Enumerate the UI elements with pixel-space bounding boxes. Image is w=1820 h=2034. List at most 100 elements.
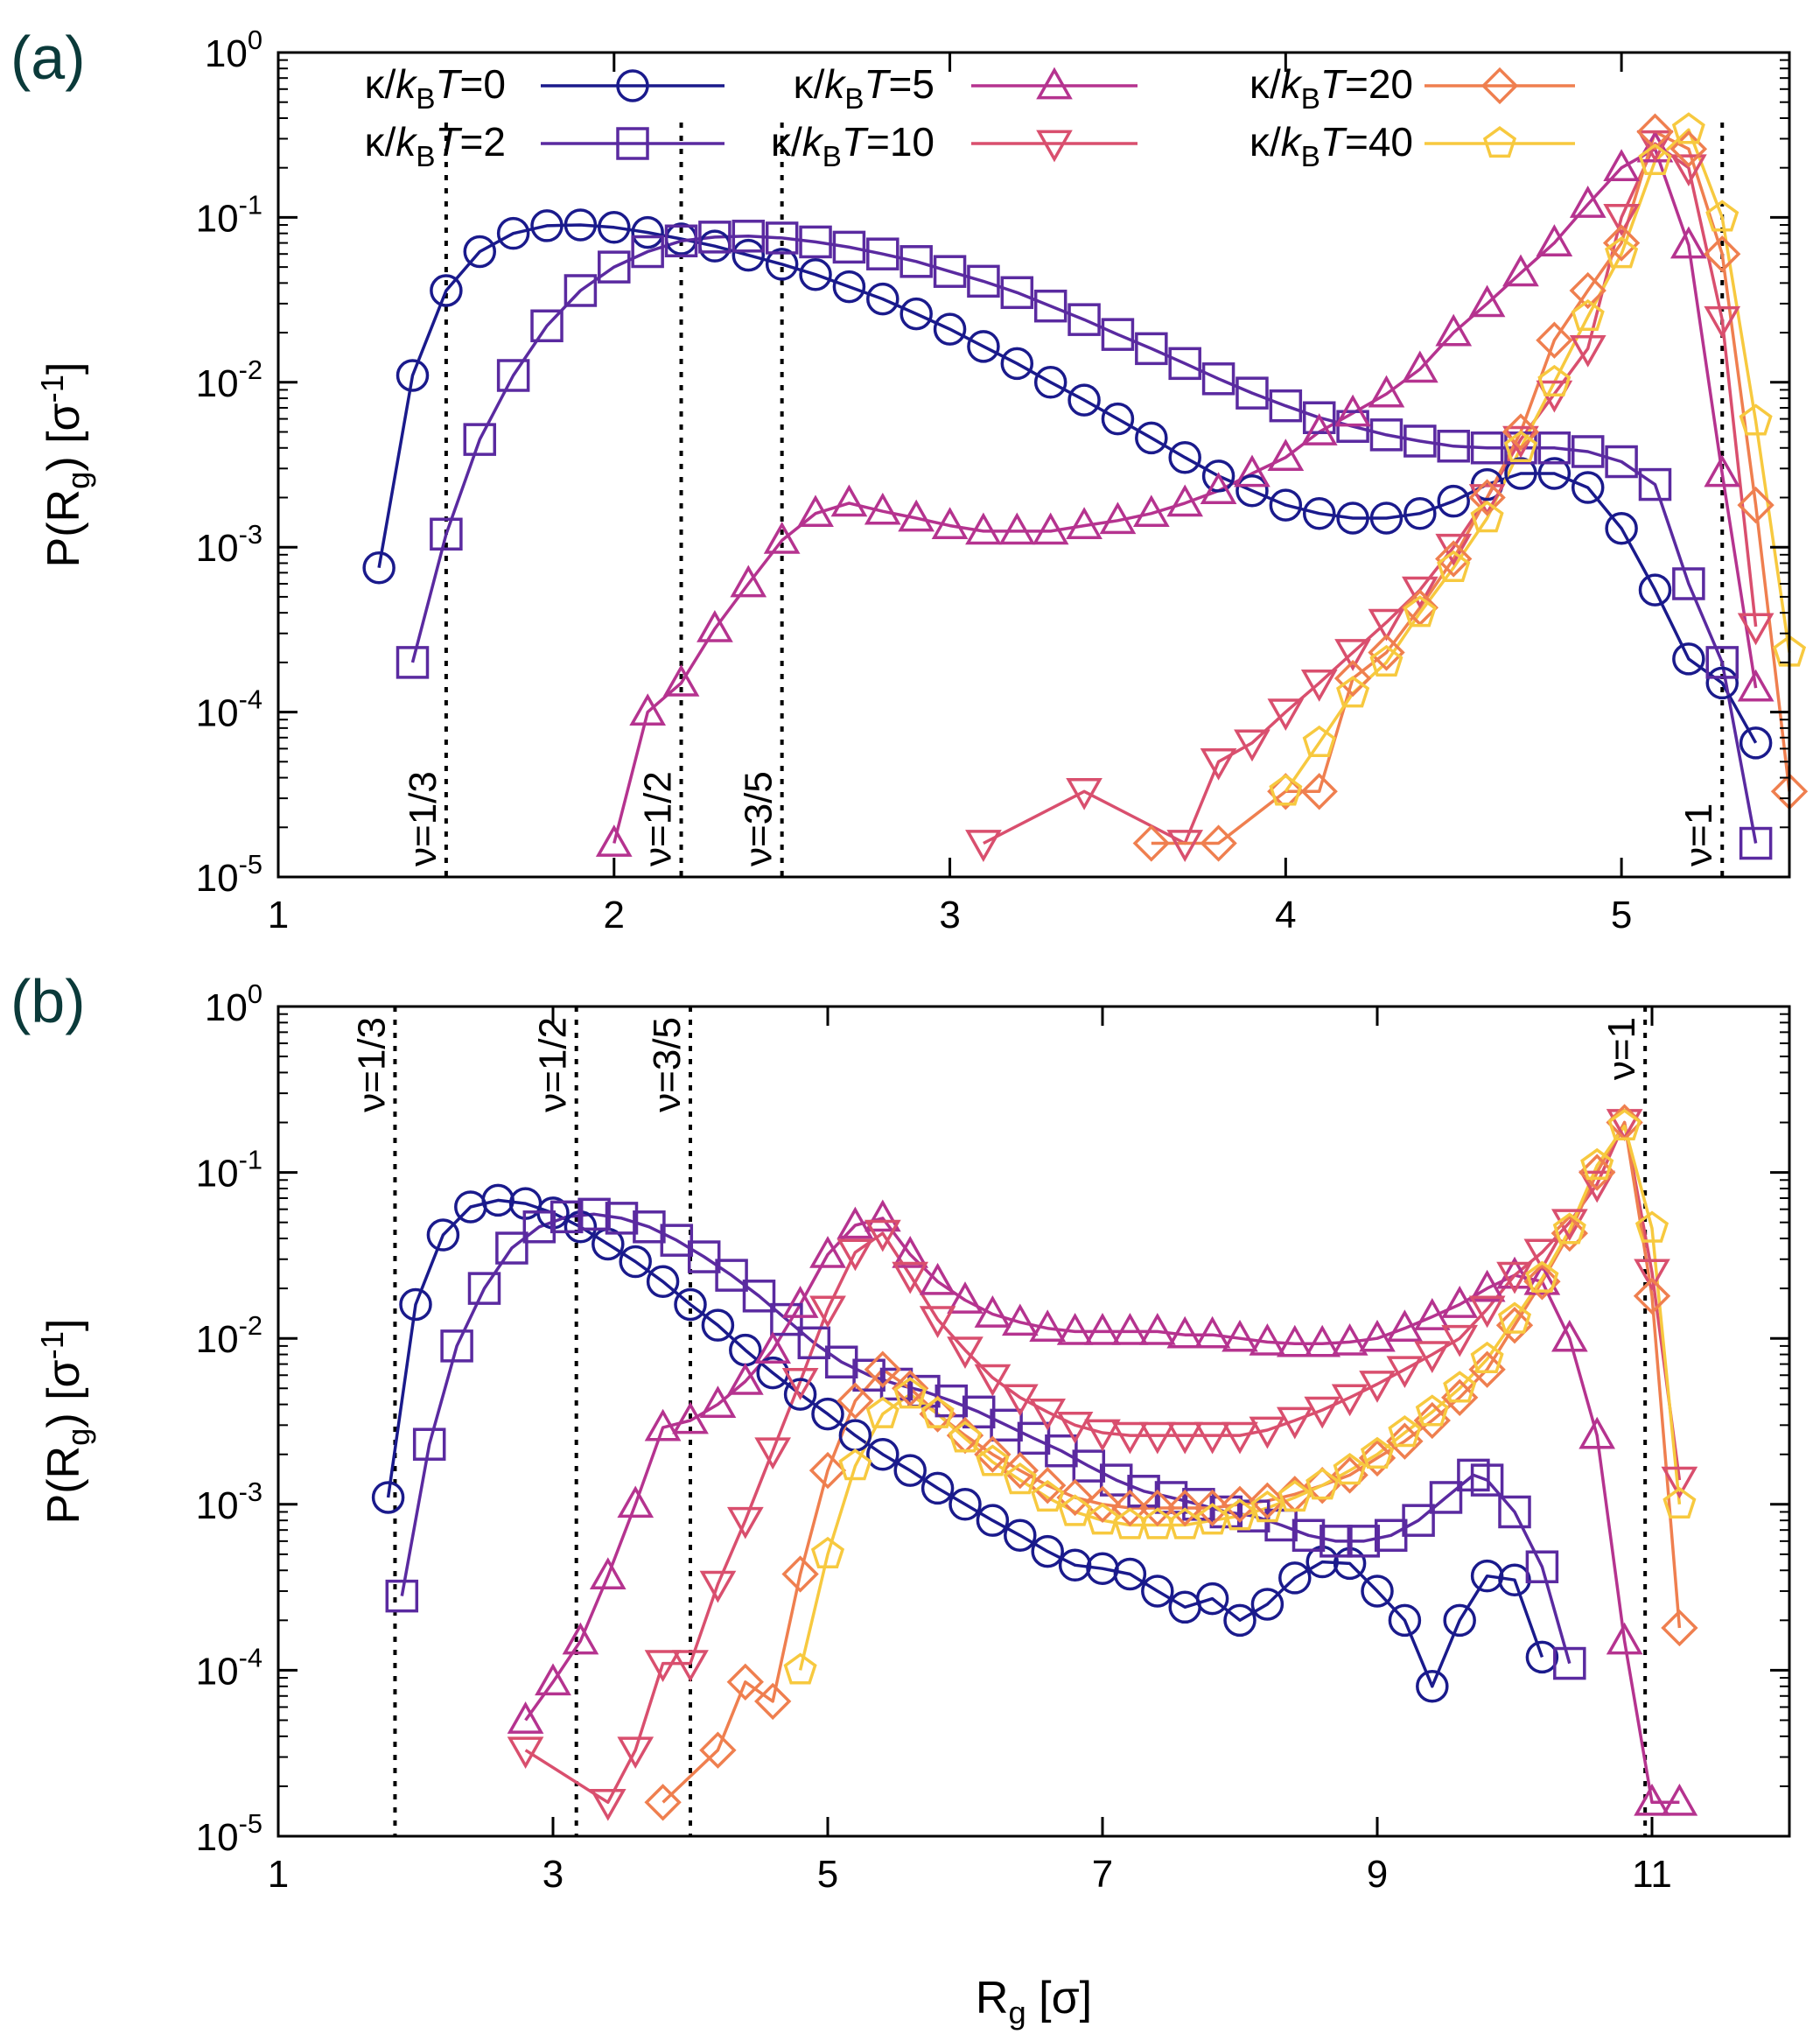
panel-a-x-tick-label-3: 3 — [939, 894, 960, 936]
panel-a-y-tick-label--5: 10-5 — [196, 849, 262, 900]
panel-a-point-k0-32 — [1437, 484, 1470, 518]
panel-b-point-k5-21 — [1084, 1312, 1121, 1345]
panel-a-point-k0-37 — [1605, 511, 1638, 545]
panel-b-point-k20-4 — [781, 1555, 819, 1593]
panel-a-point-k20-13 — [1636, 113, 1674, 151]
panel-b-point-k20-31 — [1523, 1263, 1561, 1301]
legend-label-k10: κ/kBT=10 — [771, 119, 934, 173]
panel-b-x-tick-label-11: 11 — [1632, 1853, 1672, 1896]
panel-b-point-k20-16 — [1111, 1489, 1149, 1527]
panel-b-point-k5-31 — [1359, 1319, 1396, 1352]
panel-a-point-k10-1 — [1066, 777, 1102, 810]
panel-a-point-k2-10 — [732, 220, 766, 253]
legend-label-k5: κ/kBT=5 — [794, 61, 934, 116]
panel-b-point-k0-12 — [701, 1308, 735, 1342]
panel-b-point-k2-6 — [550, 1200, 584, 1234]
panel-a-point-k5-22 — [1334, 394, 1371, 427]
panel-b-point-k10-34 — [1496, 1261, 1533, 1294]
panel-b-axes: 10-5 10-4 10-3 10-2 10-1 100 1 3 5 7 9 11 — [196, 978, 1791, 1896]
panel-b-point-k10-21 — [1139, 1421, 1176, 1455]
panel-b-point-k10-15 — [974, 1364, 1012, 1397]
panel-b-point-k10-20 — [1111, 1421, 1149, 1455]
panel-b-point-k5-41 — [1634, 1783, 1670, 1816]
panel-a-point-k5-10 — [931, 507, 969, 539]
panel-a-point-k5-3 — [696, 610, 733, 642]
panel-b-point-k10-6 — [726, 1506, 764, 1540]
panel-b-point-k20-12 — [1001, 1451, 1039, 1490]
panel-a-point-k5-7 — [830, 484, 868, 517]
panel-a-point-k2-11 — [765, 221, 799, 255]
panel-b-point-k5-37 — [1523, 1262, 1561, 1295]
panel-b-point-k2-3 — [467, 1272, 501, 1305]
panel-a-point-k2-12 — [799, 225, 832, 259]
panel-b-point-k2-19 — [907, 1374, 941, 1408]
panel-b-point-k20-33 — [1578, 1154, 1616, 1191]
panel-a-point-k5-14 — [1066, 507, 1102, 539]
panel-b-point-k5-6 — [672, 1401, 709, 1434]
panel-a-point-k5-15 — [1099, 501, 1137, 535]
panel-b-point-k5-36 — [1496, 1256, 1533, 1289]
panel-b-point-k2-17 — [852, 1358, 886, 1392]
panel-a-point-k0-40 — [1705, 666, 1739, 700]
panel-a-point-k0-18 — [967, 330, 1000, 363]
panel-b-point-k40-11 — [1085, 1503, 1120, 1535]
panel-a-point-k2-29 — [1369, 418, 1404, 452]
panel-a-point-k5-13 — [1032, 512, 1069, 545]
panel-b-point-k5-17 — [974, 1295, 1012, 1328]
panel-b-point-k40-12 — [1113, 1507, 1147, 1540]
panel-b-point-k5-42 — [1661, 1783, 1698, 1816]
panel-b-point-k0-0 — [371, 1481, 405, 1514]
panel-b-point-k2-30 — [1209, 1495, 1243, 1529]
panel-a-point-k0-23 — [1135, 421, 1168, 455]
panel-b-point-k40-4 — [893, 1377, 928, 1409]
panel-b-point-k20-17 — [1138, 1489, 1176, 1527]
panel-b-point-k20-35 — [1633, 1277, 1671, 1315]
panel-b-point-k5-26 — [1222, 1319, 1258, 1352]
panel-b-y-tick-label--2: 10-2 — [196, 1310, 262, 1361]
panel-a-point-k2-5 — [564, 274, 598, 307]
panel-b-point-k5-2 — [562, 1622, 599, 1655]
panel-b-point-k0-1 — [399, 1287, 432, 1322]
panel-b-point-k2-37 — [1402, 1504, 1435, 1537]
panel-b-point-k0-20 — [920, 1471, 955, 1505]
panel-b-frame — [276, 1005, 1791, 1838]
panel-b-point-k40-16 — [1222, 1498, 1257, 1531]
panel-b-x-tick-label-5: 5 — [817, 1853, 838, 1896]
panel-b-point-k40-7 — [976, 1444, 1010, 1476]
panel-a-series-line-k20 — [1151, 130, 1791, 845]
panel-b-point-k0-4 — [481, 1183, 514, 1217]
panel-b-vlines: ν=1/3 ν=1/2 ν=3/5 ν=1 — [350, 1006, 1648, 1836]
panel-a-series-markers — [362, 112, 1809, 862]
panel-a-y-tick-label--4: 10-4 — [196, 684, 262, 735]
panel-a-point-k5-32 — [1670, 226, 1707, 259]
panel-b-point-k20-36 — [1661, 1609, 1698, 1647]
x-axis-title: Rg [σ] — [976, 1973, 1092, 2030]
panel-b-point-k0-9 — [619, 1245, 652, 1279]
panel-a-point-k20-10 — [1536, 321, 1573, 359]
panel-a-series-line-k0 — [377, 223, 1758, 744]
panel-b-point-k40-2 — [838, 1448, 872, 1481]
panel-a-point-k2-26 — [1269, 389, 1303, 423]
panel-a-point-k10-19 — [1737, 613, 1774, 646]
panel-b-series-markers — [371, 1104, 1698, 1821]
panel-b-point-k5-24 — [1166, 1315, 1203, 1349]
panel-b-x-tick-label-7: 7 — [1092, 1853, 1113, 1896]
panel-a-series-line-k10 — [983, 142, 1758, 845]
legend-label-k20: κ/kBT=20 — [1250, 61, 1413, 116]
panel-a-point-k0-6 — [564, 208, 598, 242]
panel-a-point-k2-19 — [1033, 289, 1068, 323]
panel-a-point-k0-24 — [1168, 440, 1201, 474]
panel-a-vline-label-3: ν=1 — [1677, 803, 1720, 866]
panel-b-point-k10-31 — [1413, 1341, 1451, 1373]
panel-a-point-k2-1 — [430, 517, 463, 551]
panel-a-point-k2-40 — [1739, 826, 1773, 860]
panel-a-point-k5-33 — [1704, 454, 1741, 487]
panel-b-point-k20-32 — [1550, 1214, 1588, 1252]
panel-b-point-k5-14 — [892, 1236, 929, 1268]
panel-b-point-k5-10 — [781, 1286, 819, 1318]
panel-a-point-k0-12 — [765, 248, 799, 281]
panel-a-point-k40-4 — [1403, 595, 1437, 628]
panel-b-point-k5-11 — [809, 1236, 846, 1268]
panel-b-y-axis-title: P(Rg) [σ-1] — [34, 1319, 96, 1525]
panel-a-point-k2-0 — [396, 646, 430, 679]
